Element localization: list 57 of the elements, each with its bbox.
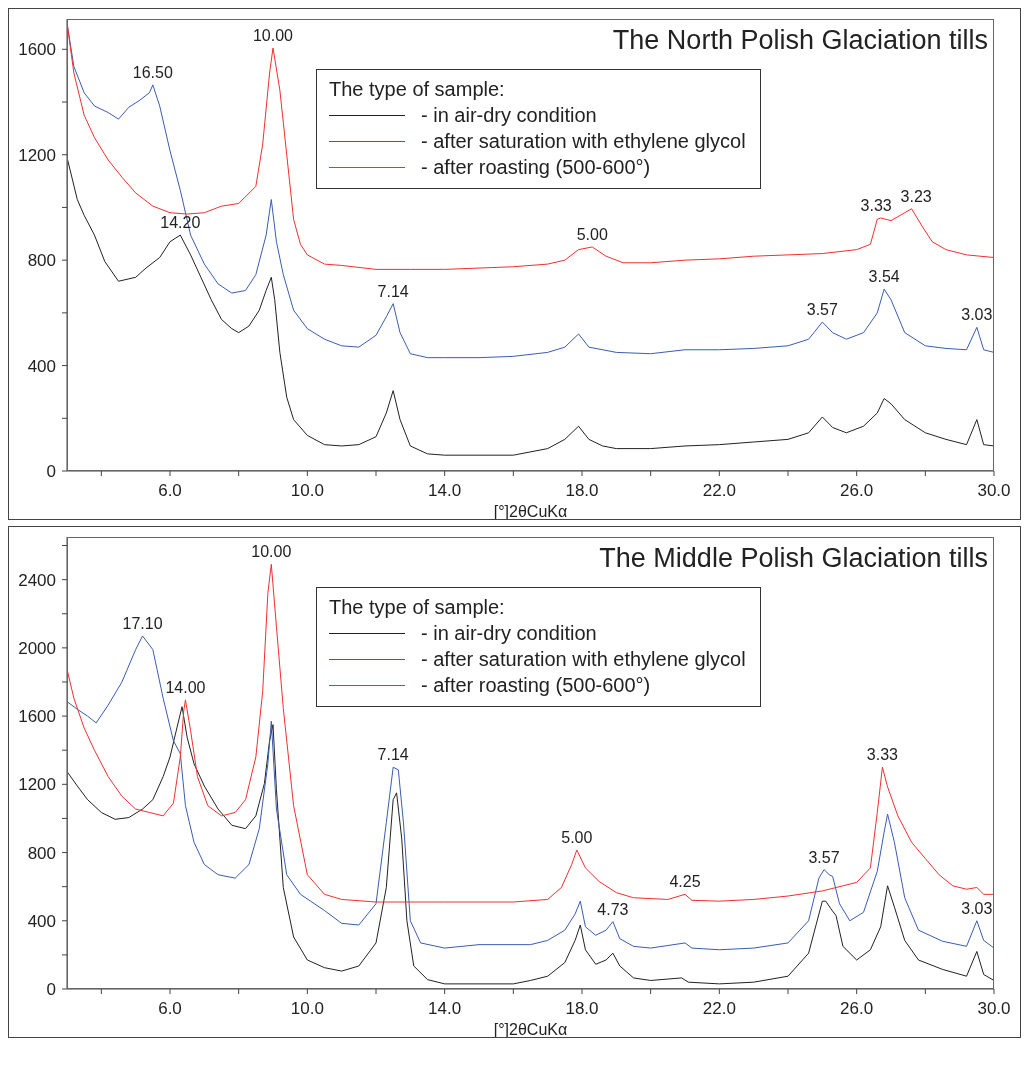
annotation: 4.73 <box>597 900 629 918</box>
x-tick-label: 14.0 <box>428 999 462 1018</box>
y-tick-label: 800 <box>27 251 56 271</box>
x-tick-label: 26.0 <box>840 481 874 500</box>
annotation: 16.50 <box>132 63 173 81</box>
x-tick-label: 26.0 <box>840 999 874 1018</box>
legend-label: - after saturation with ethylene glycol <box>421 647 746 672</box>
legend-label: - after roasting (500-600°) <box>421 673 651 698</box>
x-tick-label: 30.0 <box>977 481 1011 500</box>
x-tick-label: 18.0 <box>565 999 599 1018</box>
annotation: 7.14 <box>377 746 409 764</box>
x-tick-label: 22.0 <box>702 999 736 1018</box>
annotation: 3.57 <box>806 301 839 319</box>
y-tick-label: 0 <box>46 980 56 999</box>
annotation: 5.00 <box>561 828 593 846</box>
x-tick-label: 6.0 <box>158 999 182 1018</box>
annotation: 5.00 <box>576 225 608 243</box>
annotation: 3.03 <box>961 899 993 917</box>
y-tick-label: 2400 <box>18 570 56 590</box>
chart-title: The North Polish Glaciation tills <box>612 25 988 56</box>
annotation: 3.33 <box>866 746 899 764</box>
y-tick-label: 400 <box>27 356 56 376</box>
y-tick-label: 800 <box>27 843 56 863</box>
legend-label: - after saturation with ethylene glycol <box>421 129 746 154</box>
annotation: 14.20 <box>160 214 201 232</box>
annotation: 10.00 <box>251 543 292 561</box>
annotation: 3.57 <box>808 848 840 866</box>
y-tick-label: 1200 <box>18 775 56 795</box>
chart-title: The Middle Polish Glaciation tills <box>599 543 988 574</box>
line-series <box>67 706 994 985</box>
annotation: 10.00 <box>252 26 294 44</box>
x-tick-label: 14.0 <box>428 481 462 500</box>
x-tick-label: 22.0 <box>702 481 736 500</box>
x-tick-label: 10.0 <box>290 999 324 1018</box>
annotation: 17.10 <box>122 614 163 632</box>
x-tick-label: 10.0 <box>290 481 324 500</box>
x-tick-label: 18.0 <box>565 481 599 500</box>
legend-label: - in air-dry condition <box>421 621 597 646</box>
y-tick-label: 0 <box>46 462 56 481</box>
y-tick-label: 1200 <box>18 145 56 165</box>
annotation: 3.33 <box>860 196 892 214</box>
annotation: 3.03 <box>961 306 993 324</box>
annotation: 14.00 <box>165 678 206 696</box>
legend-label: - after roasting (500-600°) <box>421 155 651 180</box>
y-tick-label: 2000 <box>18 638 56 658</box>
legend-title: The type of sample: <box>329 77 506 102</box>
annotation: 7.14 <box>377 282 409 300</box>
x-tick-label: 30.0 <box>977 999 1011 1018</box>
legend-label: - in air-dry condition <box>421 103 597 128</box>
annotation: 4.25 <box>669 873 701 891</box>
x-tick-label: 6.0 <box>158 481 182 500</box>
annotation: 3.23 <box>900 187 932 205</box>
annotation: 3.54 <box>868 268 900 286</box>
y-tick-label: 1600 <box>18 40 56 60</box>
legend-title: The type of sample: <box>329 595 506 620</box>
y-tick-label: 400 <box>27 911 56 931</box>
y-tick-label: 1600 <box>18 707 56 727</box>
